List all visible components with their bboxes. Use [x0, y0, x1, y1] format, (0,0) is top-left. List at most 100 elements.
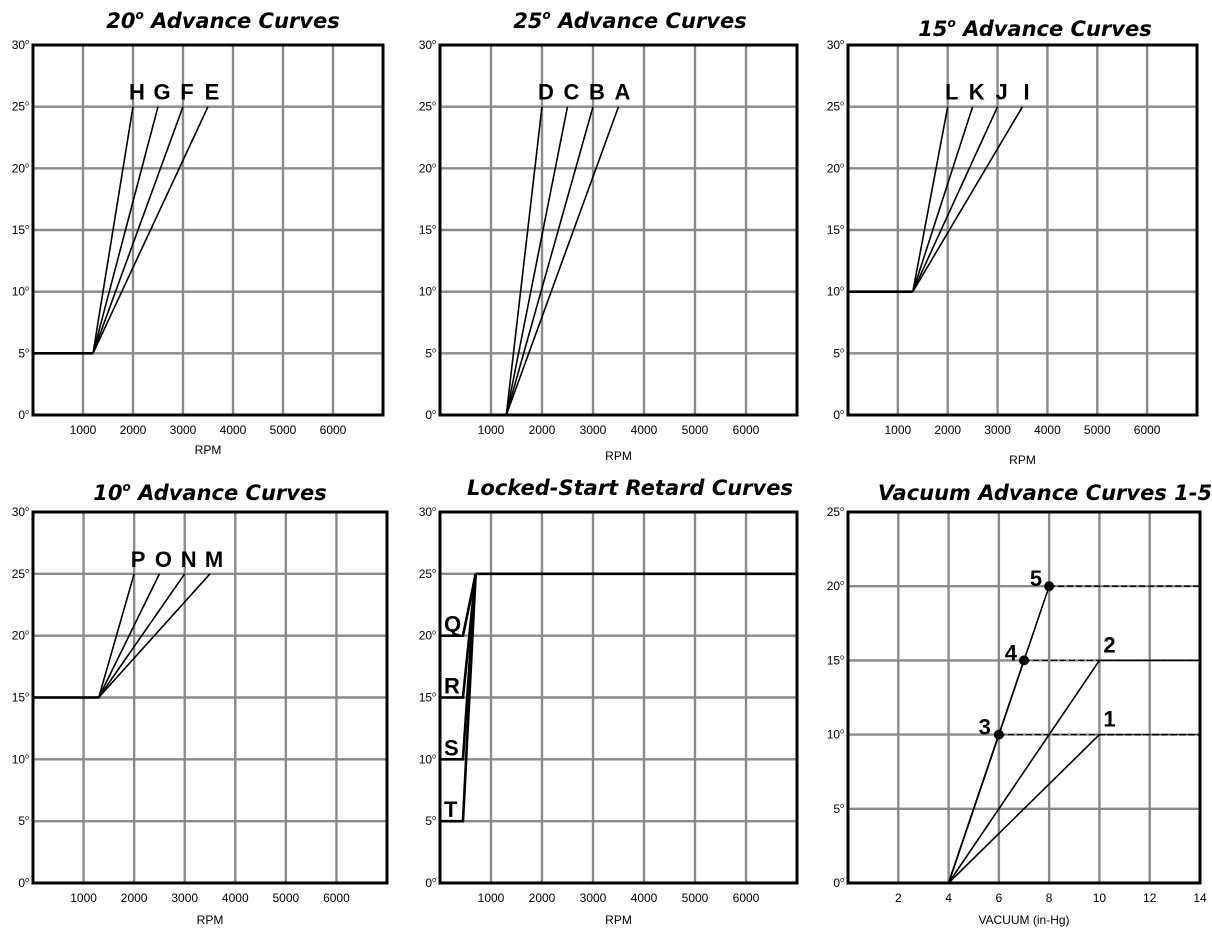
y-tick-label: 5o [425, 814, 436, 828]
series-line-N [98, 573, 186, 698]
series-line-B [505, 106, 594, 416]
series-label-M: M [205, 547, 223, 572]
x-axis-label: RPM [1009, 453, 1036, 467]
series-label-T: T [444, 797, 458, 822]
y-tick-label: 20o [419, 161, 436, 175]
y-tick-label: 5o [18, 346, 29, 360]
x-tick-label: 5000 [1084, 423, 1111, 437]
y-tick-label: 15o [12, 691, 29, 705]
x-axis-label: VACUUM (in-Hg) [978, 913, 1069, 927]
x-tick-label: 6 [996, 891, 1003, 905]
chart-cvac: Vacuum Advance Curves 1-50o5o10o15o20o25… [827, 481, 1212, 927]
x-tick-label: 3000 [580, 891, 607, 905]
y-tick-label: 25o [12, 100, 29, 114]
x-tick-label: 2 [895, 891, 902, 905]
x-tick-label: 2000 [529, 423, 556, 437]
y-tick-label: 15o [419, 691, 436, 705]
chart-title-main: 25 [513, 9, 542, 33]
x-axis-label: RPM [195, 443, 222, 457]
y-tick-label: 25o [419, 567, 436, 581]
y-tick-label: 20o [419, 629, 436, 643]
x-tick-label: 2000 [934, 423, 961, 437]
x-tick-label: 4000 [1034, 423, 1061, 437]
degree-mark: o [948, 16, 956, 30]
chart-title: 15o Advance Curves [918, 16, 1151, 41]
series-label-H: H [129, 80, 145, 105]
chart-title-rest: Advance Curves [131, 481, 327, 505]
y-tick-label: 20o [12, 161, 29, 175]
y-tick-label: 15o [827, 223, 844, 237]
x-axis-label: RPM [197, 913, 224, 927]
series-label-K: K [969, 80, 985, 105]
x-tick-label: 4000 [220, 423, 247, 437]
x-tick-label: 5000 [682, 891, 709, 905]
series-label-1: 1 [1103, 707, 1115, 732]
y-tick-label: 15o [12, 223, 29, 237]
y-tick-label: 10o [419, 285, 436, 299]
series-segment-5 [1023, 585, 1050, 661]
x-tick-label: 2000 [529, 891, 556, 905]
series-point-5 [1044, 581, 1055, 592]
x-tick-label: 1000 [885, 423, 912, 437]
x-axis-label: RPM [605, 913, 632, 927]
y-tick-label: 0o [833, 408, 844, 422]
series-label-B: B [589, 80, 605, 105]
y-tick-label: 20o [827, 161, 844, 175]
plot-frame [31, 43, 385, 417]
x-axis-label: RPM [605, 449, 632, 463]
x-tick-label: 6000 [320, 423, 347, 437]
chart-title-main: 20 [106, 9, 135, 33]
y-tick-label: 5o [425, 346, 436, 360]
series-line-C [505, 106, 569, 416]
series-line-T [440, 573, 477, 823]
x-tick-label: 10 [1093, 891, 1107, 905]
chart-title: Vacuum Advance Curves 1-5 [878, 481, 1212, 505]
y-tick-label: 25o [827, 505, 844, 519]
series-label-2: 2 [1103, 632, 1115, 657]
x-tick-label: 2000 [120, 423, 147, 437]
y-tick-label: 10o [12, 285, 29, 299]
x-tick-label: 5000 [270, 423, 297, 437]
x-tick-label: 1000 [478, 891, 505, 905]
series-line-H [92, 106, 134, 354]
series-label-L: L [945, 80, 958, 105]
series-label-P: P [131, 547, 146, 572]
series-line-I [912, 106, 1024, 293]
x-tick-label: 6000 [1134, 423, 1161, 437]
series-label-O: O [155, 547, 172, 572]
series-line-F [92, 106, 184, 354]
series-segment-2 [947, 659, 1101, 884]
series-label-A: A [615, 80, 631, 105]
y-tick-label: 30o [419, 505, 436, 519]
series-line-O [98, 573, 161, 698]
degree-mark: o [543, 8, 551, 22]
chart-c25: 25o Advance Curves 0o 5o 10o 15o 20o 25o 30o 100… [419, 8, 799, 463]
y-tick-label: 30o [12, 505, 29, 519]
chart-title-main: 15 [918, 17, 947, 41]
x-tick-label: 5000 [273, 891, 300, 905]
series-segment-5 [947, 734, 1000, 884]
x-tick-label: 12 [1143, 891, 1157, 905]
chart-title-rest: Advance Curves [956, 17, 1152, 41]
series-label-J: J [995, 80, 1007, 105]
x-tick-label: 3000 [580, 423, 607, 437]
series-label-S: S [444, 735, 459, 760]
y-tick-label: 30o [12, 38, 29, 52]
series-label-D: D [538, 80, 554, 105]
chart-title-main: Locked-Start Retard Curves [467, 476, 793, 500]
x-tick-label: 8 [1046, 891, 1053, 905]
x-tick-label: 3000 [170, 423, 197, 437]
y-tick-label: 15o [827, 653, 844, 667]
y-tick-label: 30o [827, 38, 844, 52]
chart-title: 10o Advance Curves [93, 480, 326, 505]
series-label-C: C [564, 80, 580, 105]
x-tick-label: 4000 [631, 423, 658, 437]
series-label-Q: Q [444, 612, 461, 637]
x-tick-label: 6000 [323, 891, 350, 905]
series-label-I: I [1023, 80, 1029, 105]
series-line-R [440, 573, 477, 699]
series-label-F: F [180, 80, 193, 105]
x-tick-label: 1000 [70, 891, 97, 905]
series-line-A [505, 106, 620, 416]
y-tick-label: 0o [425, 876, 436, 890]
